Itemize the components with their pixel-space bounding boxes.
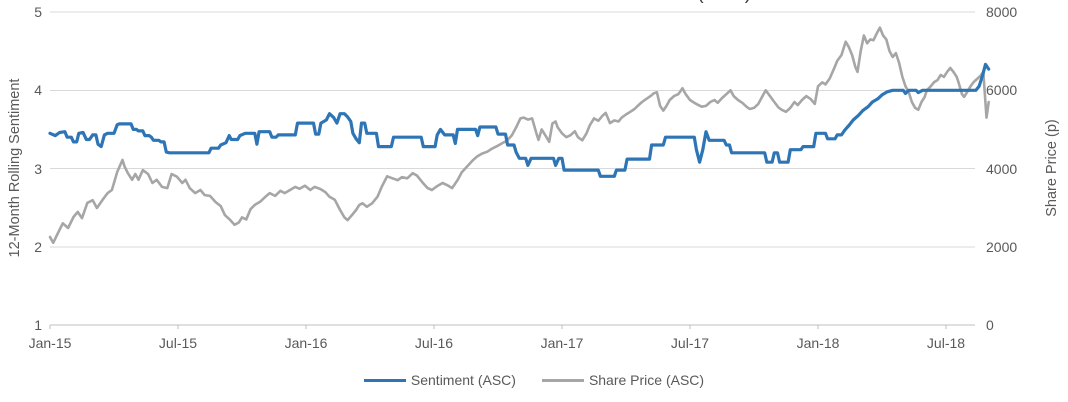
x-tick-label: Jan-15 (28, 335, 72, 351)
y-right-tick-label: 2000 (986, 238, 1018, 255)
y-left-tick-label: 4 (34, 82, 42, 99)
sentiment-line-swatch (363, 378, 406, 382)
y-right-axis-title: Share Price (p) (1044, 119, 1060, 217)
sentiment-line (48, 62, 991, 178)
legend-item-share-price: Share Price (ASC) (541, 372, 705, 388)
x-tick-label: Jul-15 (158, 335, 198, 351)
y-left-tick-label: 5 (34, 4, 42, 20)
x-tick-label: Jul-16 (414, 335, 454, 351)
x-tick-label: Jan-17 (540, 335, 584, 351)
x-tick-label: Jul-17 (670, 335, 710, 351)
y-left-tick-label: 1 (34, 317, 42, 333)
y-right-tick-label: 6000 (986, 82, 1018, 99)
share-price-line-swatch (541, 378, 584, 382)
legend-label-sentiment: Sentiment (ASC) (410, 372, 516, 388)
chart-title-fragment: (ASC) (697, 0, 787, 5)
x-tick-label: Jul-18 (926, 335, 966, 351)
legend-label-share-price: Share Price (ASC) (588, 372, 705, 388)
y-left-tick-label: 3 (34, 160, 42, 177)
legend: Sentiment (ASC) Share Price (ASC) (0, 372, 1068, 388)
x-tick-label: Jan-16 (284, 335, 328, 351)
y-right-tick-label: 8000 (986, 4, 1018, 20)
share-price-line (48, 26, 991, 245)
legend-item-sentiment: Sentiment (ASC) (363, 372, 516, 388)
y-left-tick-label: 2 (34, 238, 42, 255)
chart-title-fragment-text: (ASC) (697, 0, 787, 5)
y-right-tick-label: 4000 (986, 160, 1018, 177)
y-right-tick-label: 0 (986, 317, 994, 333)
x-tick-label: Jan-18 (796, 335, 840, 351)
